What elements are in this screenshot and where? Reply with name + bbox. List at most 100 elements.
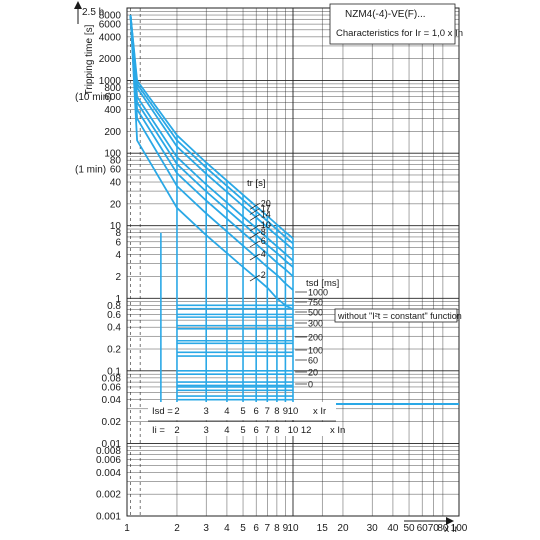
title-box xyxy=(329,3,456,45)
curves xyxy=(129,14,459,405)
tr-leader xyxy=(249,203,260,210)
y-tick-label: 0.08 xyxy=(102,373,122,384)
tr-leader xyxy=(249,208,260,215)
y-tick-label: 40 xyxy=(110,178,122,189)
ii-value: 3 xyxy=(204,425,209,436)
x-tick-label: 5 xyxy=(240,523,246,534)
y-tick-label: 0.006 xyxy=(96,455,121,466)
isd-value: 5 xyxy=(240,406,245,417)
x-tick-label: 7 xyxy=(265,523,271,534)
tsd-value: 100 xyxy=(308,346,323,356)
y-tick-label: 8000 xyxy=(99,11,122,22)
tr-value: 2 xyxy=(261,270,266,280)
y-tick-label: 8 xyxy=(115,228,121,239)
isd-label: Isd = xyxy=(152,406,173,417)
y-tick-label: 600 xyxy=(104,92,121,103)
y-tick-label: 0.002 xyxy=(96,490,121,501)
isd-value: 10 xyxy=(288,406,299,417)
x-tick-label: 10 xyxy=(287,523,299,534)
y-tick-label: 6000 xyxy=(99,20,122,31)
overload-curve xyxy=(129,14,294,278)
x-tick-label: 50 xyxy=(403,523,415,534)
ii-label: Ii = xyxy=(152,425,165,436)
without-i2t-box xyxy=(334,308,458,323)
tr-leader xyxy=(249,274,260,282)
ii-value: 7 xyxy=(265,425,270,436)
y-tick-label: 4000 xyxy=(99,32,122,43)
y-tick-label: 0.01 xyxy=(102,439,122,450)
y-tick-label: 10 xyxy=(110,221,122,232)
y-tick-label: 0.02 xyxy=(102,417,122,428)
y-tick-label: 0.06 xyxy=(102,382,122,393)
ii-value: 5 xyxy=(240,425,245,436)
y-tick-label: 100 xyxy=(104,149,121,160)
isd-value: 3 xyxy=(204,406,209,417)
y-tick-label: 0.001 xyxy=(96,512,121,523)
overload-curve xyxy=(129,14,294,311)
y-mark-label: (10 min) xyxy=(75,92,112,103)
plot-frame xyxy=(126,7,460,517)
ii-value: 12 xyxy=(301,425,312,436)
y-tick-label: 0.6 xyxy=(107,310,121,321)
tsd-value: 500 xyxy=(308,308,323,318)
chart-subtitle: Characteristics for Ir = 1,0 x In xyxy=(336,28,463,39)
overload-curve xyxy=(129,14,294,291)
tsd-value: 1000 xyxy=(308,288,328,298)
isd-value: 9 xyxy=(283,406,288,417)
y-tick-label: 0.2 xyxy=(107,345,121,356)
isd-value: 8 xyxy=(274,406,279,417)
tr-value: 14 xyxy=(261,209,271,219)
x-tick-label: 6 xyxy=(253,523,259,534)
y-tick-label: 400 xyxy=(104,105,121,116)
ii-row-bg xyxy=(148,422,336,436)
x-tick-label: 1 xyxy=(124,523,130,534)
tsd-label: tsd [ms] xyxy=(306,278,339,289)
tr-value: 6 xyxy=(261,236,266,246)
y-tick-label: 60 xyxy=(110,165,122,176)
y-tick-label: 1000 xyxy=(99,76,122,87)
y-mark-label: (1 min) xyxy=(75,165,106,176)
x-tick-label: 60 xyxy=(417,523,429,534)
tr-leader xyxy=(249,231,260,239)
isd-row-bg xyxy=(148,402,336,420)
x-tick-label: 80 xyxy=(437,523,449,534)
tr-leader xyxy=(249,224,260,232)
without-i2t-label: without "I²t = constant" function xyxy=(337,311,462,321)
y-tick-label: 0.1 xyxy=(107,366,121,377)
x-tick-label: 30 xyxy=(367,523,379,534)
isd-unit: x Ir xyxy=(313,406,326,417)
y-tick-label: 6 xyxy=(115,237,121,248)
tsd-value: 750 xyxy=(308,298,323,308)
tr-value: 17 xyxy=(261,203,271,213)
ii-value: 4 xyxy=(224,425,229,436)
tr-leader xyxy=(249,253,260,261)
y-axis-arrowhead xyxy=(74,1,82,9)
isd-value: 4 xyxy=(224,406,229,417)
y-tick-label: 0.04 xyxy=(102,395,122,406)
tr-value: 4 xyxy=(261,249,266,259)
tr-value: 10 xyxy=(261,220,271,230)
x-tick-label: 40 xyxy=(387,523,399,534)
x-tick-label: 20 xyxy=(337,523,349,534)
y-tick-label: 0.004 xyxy=(96,468,121,479)
y-tick-label: 200 xyxy=(104,127,121,138)
x-axis-arrowhead xyxy=(446,517,454,525)
y-axis-label: Tripping time [s] xyxy=(84,24,95,95)
y-tick-label: 20 xyxy=(110,199,122,210)
tr-value: 20 xyxy=(261,198,271,208)
x-tick-label: 100 xyxy=(451,523,468,534)
isd-value: 6 xyxy=(254,406,259,417)
y-mark-label: 2.5 h xyxy=(82,7,104,18)
x-tick-label: 9 xyxy=(283,523,289,534)
y-tick-label: 0.4 xyxy=(107,323,121,334)
x-tick-label: 70 xyxy=(428,523,440,534)
y-tick-label: 2 xyxy=(115,272,121,283)
tr-value: 8 xyxy=(261,227,266,237)
isd-value: 2 xyxy=(174,406,179,417)
tsd-value: 20 xyxy=(308,368,318,378)
y-tick-label: 0.008 xyxy=(96,446,121,457)
y-tick-label: 0.8 xyxy=(107,301,121,312)
x-tick-label: 8 xyxy=(274,523,280,534)
